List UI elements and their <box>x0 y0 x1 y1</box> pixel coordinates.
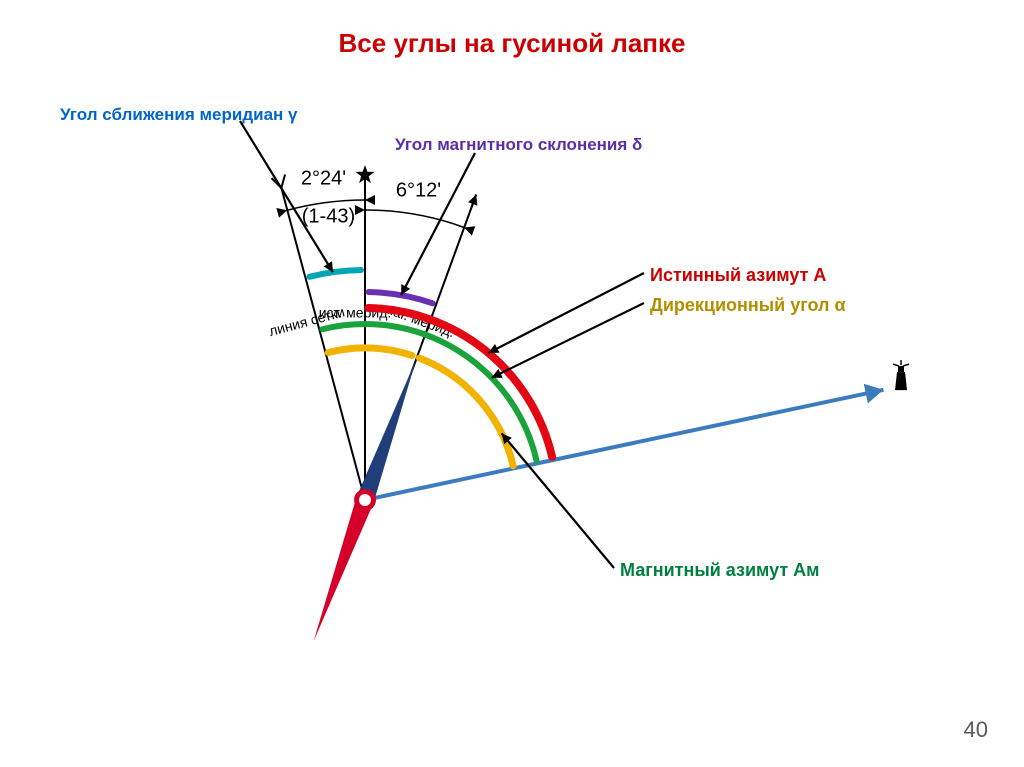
direction-ray <box>365 390 883 500</box>
delta_lbl: Угол магнитного склонения δ <box>395 135 642 155</box>
page-number: 40 <box>964 717 988 743</box>
svg-text:6°12': 6°12' <box>396 180 441 202</box>
delta_lbl-arrow <box>401 153 475 295</box>
alpha_lbl: Дирекционный угол α <box>650 295 846 316</box>
grid-line-ray <box>281 186 365 500</box>
svg-text:(1-43): (1-43) <box>302 205 355 227</box>
Am_lbl: Магнитный азимут Ам <box>620 560 819 581</box>
needle-red <box>314 497 374 641</box>
Am_lbl-arrow <box>502 433 614 568</box>
lighthouse-icon <box>893 360 909 390</box>
gamma_lbl: Угол сближения меридиан γ <box>60 105 297 125</box>
arc-Am2 <box>328 348 412 355</box>
svg-text:2°24': 2°24' <box>301 168 346 190</box>
arc-gamma <box>309 270 361 277</box>
A_lbl: Истинный азимут А <box>650 265 826 286</box>
gamma_lbl-arrow <box>240 121 333 272</box>
